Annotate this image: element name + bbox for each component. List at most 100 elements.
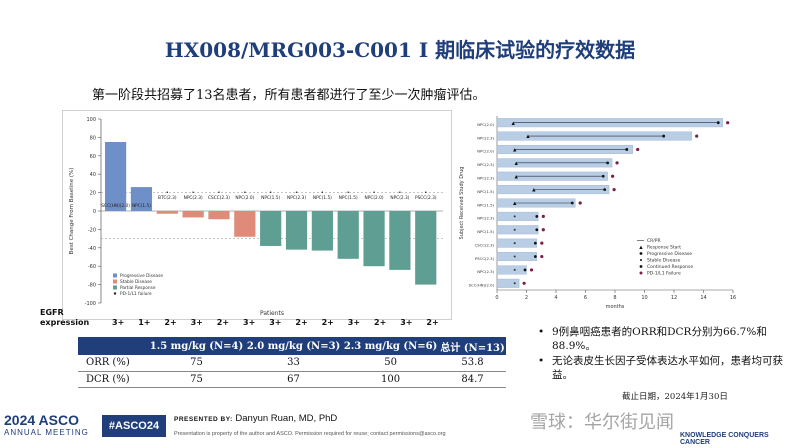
pd1-failure-marker: • bbox=[321, 190, 324, 196]
x-tick-label: 16 bbox=[730, 295, 736, 301]
swimmer-row-label: NPC(1.5) bbox=[477, 229, 494, 234]
pd1-failure-marker bbox=[541, 214, 545, 218]
bar-label: NPC(1.5) bbox=[132, 203, 151, 209]
waterfall-bar bbox=[415, 211, 437, 285]
dose-table: 1.5 mg/kg (N=4) 2.0 mg/kg (N=3) 2.3 mg/k… bbox=[78, 337, 506, 388]
progressive-disease-marker bbox=[570, 201, 574, 205]
x-tick-label: 2 bbox=[525, 295, 528, 301]
table-cell: 75 bbox=[148, 371, 246, 388]
bar-label: NPC(1.5) bbox=[313, 195, 332, 201]
swimmer-row-label: NPC(2.3) bbox=[477, 162, 494, 167]
table-cell: 84.7 bbox=[439, 371, 506, 388]
egfr-value: 2+ bbox=[295, 318, 308, 327]
data-cutoff-note: 截止日期，2024年1月30日 bbox=[622, 392, 728, 402]
table-cell: 53.8 bbox=[439, 355, 506, 372]
y-tick-label: 20 bbox=[90, 191, 96, 197]
asco-logo: 2024 ASCO ANNUAL MEETING bbox=[4, 412, 89, 437]
progressive-disease-marker bbox=[533, 241, 537, 245]
x-tick-label: 12 bbox=[671, 295, 677, 301]
key-findings-list: 9例鼻咽癌患者的ORR和DCR分别为66.7%和88.9%。 无论表皮生长因子受… bbox=[538, 325, 788, 383]
x-tick-label: 4 bbox=[554, 295, 557, 301]
egfr-value: 3+ bbox=[269, 318, 282, 327]
swimmer-row-label: NPC(2.3) bbox=[477, 269, 494, 274]
bar-label: NPC(1.5) bbox=[261, 195, 280, 201]
swimmer-bar bbox=[496, 252, 538, 262]
pd1-failure-marker: • bbox=[269, 190, 272, 196]
pd1-failure-marker: • bbox=[218, 190, 221, 196]
egfr-value: 3+ bbox=[347, 318, 361, 327]
bar-label: NPC(2.0) bbox=[235, 195, 254, 201]
table-header-cell: 总计 (N=13) bbox=[439, 337, 506, 355]
waterfall-bar bbox=[363, 211, 385, 267]
presenter-name: Danyun Ruan, MD, PhD bbox=[235, 413, 338, 424]
pd1-failure-marker: • bbox=[347, 190, 350, 196]
pd1-failure-marker bbox=[726, 121, 730, 125]
x-tick-label: 8 bbox=[613, 295, 616, 301]
swimmer-plot-panel: 0 2 4 6 8 10 12 14 16 months Subject Received Stud… bbox=[455, 110, 755, 320]
response-start-marker: ▲ bbox=[514, 161, 518, 166]
y-axis-title: Best Change From Baseline (%) bbox=[69, 168, 75, 255]
presenter-credit: PRESENTED BY: Danyun Ruan, MD, PhD bbox=[174, 413, 337, 424]
legend-label: Progressive Disease bbox=[120, 273, 163, 279]
table-cell: 100 bbox=[342, 371, 440, 388]
legend-label: Progressive Disease bbox=[647, 251, 692, 257]
egfr-value: 1+ bbox=[138, 318, 151, 327]
swimmer-row-label: NPC(2.3) bbox=[477, 216, 494, 221]
swimmer-row-label: PSCC(2.3) bbox=[475, 256, 495, 261]
pd1-failure-marker bbox=[540, 254, 544, 259]
legend-label: CR/PR bbox=[647, 238, 661, 244]
waterfall-bar bbox=[182, 211, 204, 218]
x-tick-label: 14 bbox=[700, 295, 706, 301]
legend-label: PD-1/L1 failure bbox=[120, 291, 152, 297]
response-start-marker: ▲ bbox=[513, 148, 517, 153]
waterfall-bar bbox=[285, 211, 308, 250]
table-header-cell: 2.0 mg/kg (N=3) bbox=[245, 337, 343, 355]
bar-label: NPC(1.5) bbox=[339, 195, 358, 201]
source-watermark: 雪球：华尔街见闻 bbox=[530, 412, 674, 433]
progressive-disease-marker bbox=[662, 134, 666, 138]
waterfall-bar bbox=[337, 211, 359, 259]
legend-label: Partial Response bbox=[120, 285, 156, 291]
waterfall-chart: 100 80 60 40 20 0 -20 -40 -60 -80 -100 Best Change … bbox=[69, 117, 443, 317]
y-tick-label: -40 bbox=[88, 246, 96, 252]
bar-label: NPC(2.3) bbox=[390, 195, 409, 201]
legend-swatch bbox=[639, 252, 643, 255]
bar-label: PSCC(2.3) bbox=[415, 195, 437, 201]
response-start-marker: ▲ bbox=[514, 175, 518, 180]
hashtag-badge: #ASCO24 bbox=[102, 415, 166, 437]
bar-label: BTC(2.3) bbox=[158, 195, 177, 201]
pd1-failure-marker: • bbox=[398, 190, 401, 196]
pd1-failure-marker bbox=[522, 281, 526, 285]
bar-label: NPC(2.3) bbox=[287, 195, 306, 201]
x-tick-label: 10 bbox=[641, 295, 647, 301]
response-start-marker: ▲ bbox=[532, 188, 536, 193]
egfr-value: 3+ bbox=[243, 318, 256, 327]
finding-item: 9例鼻咽癌患者的ORR和DCR分别为66.7%和88.9%。 bbox=[538, 325, 788, 353]
legend-swatch: ▲ bbox=[639, 246, 643, 251]
swimmer-row-label: NPC(2.3) bbox=[477, 176, 494, 181]
swimmer-bar bbox=[496, 225, 539, 235]
progressive-disease-marker bbox=[601, 174, 605, 178]
y-tick-label: -60 bbox=[88, 264, 96, 270]
legend-label: Stable Disease bbox=[120, 279, 152, 285]
pd1-failure-marker bbox=[578, 201, 582, 205]
stable-disease-marker bbox=[513, 242, 516, 245]
table-row: ORR (%) 75 33 50 53.8 bbox=[78, 355, 506, 372]
legend-swatch bbox=[113, 279, 117, 284]
pd1-failure-marker bbox=[540, 241, 544, 245]
progressive-disease-marker bbox=[603, 188, 607, 192]
bar-label: CSCC(2.3) bbox=[208, 195, 230, 201]
pd1-failure-marker: • bbox=[295, 190, 298, 196]
egfr-value: 2+ bbox=[216, 318, 230, 327]
waterfall-bar bbox=[389, 211, 411, 270]
progressive-disease-marker bbox=[606, 161, 610, 165]
y-tick-label: -20 bbox=[88, 227, 96, 233]
egfr-value: 2+ bbox=[164, 318, 177, 327]
legend-swatch bbox=[640, 259, 642, 261]
pd1-failure-marker bbox=[615, 161, 619, 165]
swimmer-row-label: NPC(2.0) bbox=[477, 122, 494, 127]
dose-table-header: 1.5 mg/kg (N=4) 2.0 mg/kg (N=3) 2.3 mg/k… bbox=[78, 337, 506, 355]
response-start-marker: ▲ bbox=[526, 135, 530, 140]
finding-item: 无论表皮生长因子受体表达水平如何，患者均可获益。 bbox=[538, 354, 788, 382]
y-tick-label: 60 bbox=[90, 154, 96, 160]
